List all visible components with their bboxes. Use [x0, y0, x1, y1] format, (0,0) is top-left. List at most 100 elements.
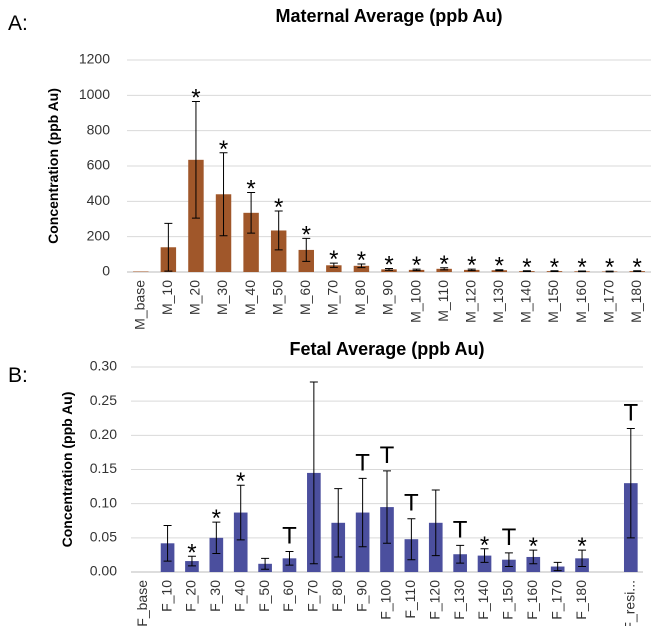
annotation: T	[282, 523, 297, 550]
error-bar	[187, 555, 196, 567]
bar	[243, 212, 259, 272]
x-tick-label: M_20	[187, 280, 203, 315]
bar	[526, 556, 541, 572]
error-bar	[163, 525, 172, 562]
annotation: *	[329, 246, 338, 273]
x-tick-label: F_80	[329, 580, 345, 612]
annotation: *	[480, 532, 489, 559]
x-tick-label: F_40	[231, 580, 247, 612]
error-bar	[553, 561, 562, 572]
x-tick-label: M_10	[159, 280, 175, 315]
error-bar	[467, 268, 476, 272]
annotation: *	[495, 253, 504, 280]
bar	[133, 271, 149, 272]
x-tick-label: F_30	[207, 580, 223, 612]
y-tick-label: 600	[87, 157, 111, 173]
chart-title: Maternal Average (ppb Au)	[275, 6, 502, 26]
y-tick-label: 0.10	[90, 494, 117, 510]
error-bar	[274, 210, 283, 251]
x-tick-label: M_50	[269, 280, 285, 315]
x-tick-label: M_70	[325, 280, 341, 315]
annotation: T	[355, 449, 370, 476]
x-tick-label: F_100	[378, 580, 394, 620]
y-tick-label: 0.00	[90, 563, 117, 579]
error-bar	[550, 270, 559, 272]
annotation: *	[577, 254, 586, 281]
x-tick-label: F_170	[548, 580, 564, 620]
x-tick-label: M_180	[628, 280, 644, 323]
error-bar	[633, 270, 642, 272]
error-bar	[407, 518, 416, 561]
y-tick-label: 400	[87, 192, 111, 208]
x-tick-label: F_180	[573, 580, 589, 620]
error-bar	[605, 270, 614, 273]
error-bar	[164, 222, 173, 272]
error-bar	[480, 548, 489, 563]
annotation: *	[467, 252, 476, 279]
x-tick-label: F_60	[280, 580, 296, 612]
x-tick-label: F_base	[134, 580, 150, 626]
x-tick-label: M_150	[545, 280, 561, 323]
x-tick-label: M_110	[435, 280, 451, 322]
bar	[436, 268, 452, 272]
error-bar	[578, 549, 587, 568]
x-tick-label: F_120	[426, 580, 442, 620]
error-bar	[578, 270, 587, 273]
error-bar	[236, 484, 245, 541]
x-tick-label: M_30	[214, 280, 230, 315]
x-tick-label: F_20	[183, 580, 199, 612]
x-tick-label: F_10	[158, 580, 174, 612]
error-bar	[329, 262, 338, 268]
annotation: *	[577, 533, 586, 560]
annotation: *	[357, 247, 366, 274]
annotation: *	[246, 176, 255, 203]
bar	[209, 537, 224, 572]
y-tick-label: 200	[87, 227, 111, 243]
annotation: *	[274, 194, 283, 221]
y-tick-label: 0.25	[90, 392, 117, 408]
x-tick-labels: F_base F_10 F_20 F_30 F_40 F_50 F_60 F_70 F_80 F_…	[134, 580, 638, 626]
y-tick-label: 1200	[79, 51, 110, 67]
x-tick-label: F_140	[475, 580, 491, 620]
error-bar	[261, 557, 270, 570]
annotation: *	[633, 254, 642, 281]
annotation: *	[412, 252, 421, 279]
y-tick-label: 0.30	[90, 358, 117, 374]
annotation: T	[453, 516, 468, 543]
x-tick-label: M_120	[462, 280, 478, 323]
error-bar	[504, 552, 513, 568]
error-bar	[212, 521, 221, 555]
panel-label: A:	[8, 12, 28, 35]
bar	[477, 555, 492, 572]
y-tick-label: 1000	[79, 86, 110, 102]
x-tick-label: F_50	[256, 580, 272, 612]
annotation: *	[529, 533, 538, 560]
x-tick-label: F_160	[524, 580, 540, 620]
y-tick-label: 0	[102, 263, 110, 279]
error-bar	[456, 544, 465, 564]
x-tick-label: F_90	[353, 580, 369, 612]
error-bar	[383, 470, 391, 544]
error-bar	[495, 269, 504, 272]
error-bar	[412, 268, 421, 272]
annotation: *	[187, 539, 196, 566]
annotation: *	[212, 505, 221, 532]
error-bar	[334, 488, 343, 558]
x-tick-label: M_130	[490, 280, 506, 323]
annotation: T	[502, 524, 517, 551]
bar	[326, 265, 342, 272]
annotation: *	[219, 136, 228, 163]
x-tick-labels: M_base M_10 M_20 M_30 M_40 M_50 M_60 M_70 M_80 M_…	[131, 280, 643, 330]
y-tick-label: 0.15	[90, 460, 117, 476]
bar	[233, 512, 248, 572]
x-tick-label: M_100	[407, 280, 423, 323]
annotation: *	[550, 254, 559, 281]
error-bar	[309, 381, 318, 565]
annotation: *	[384, 251, 393, 278]
annotation: *	[522, 254, 531, 281]
error-bar	[191, 101, 200, 219]
annotation: *	[605, 254, 614, 281]
bar	[353, 265, 370, 272]
x-tick-label: M_160	[573, 280, 589, 323]
error-bar	[431, 489, 440, 557]
